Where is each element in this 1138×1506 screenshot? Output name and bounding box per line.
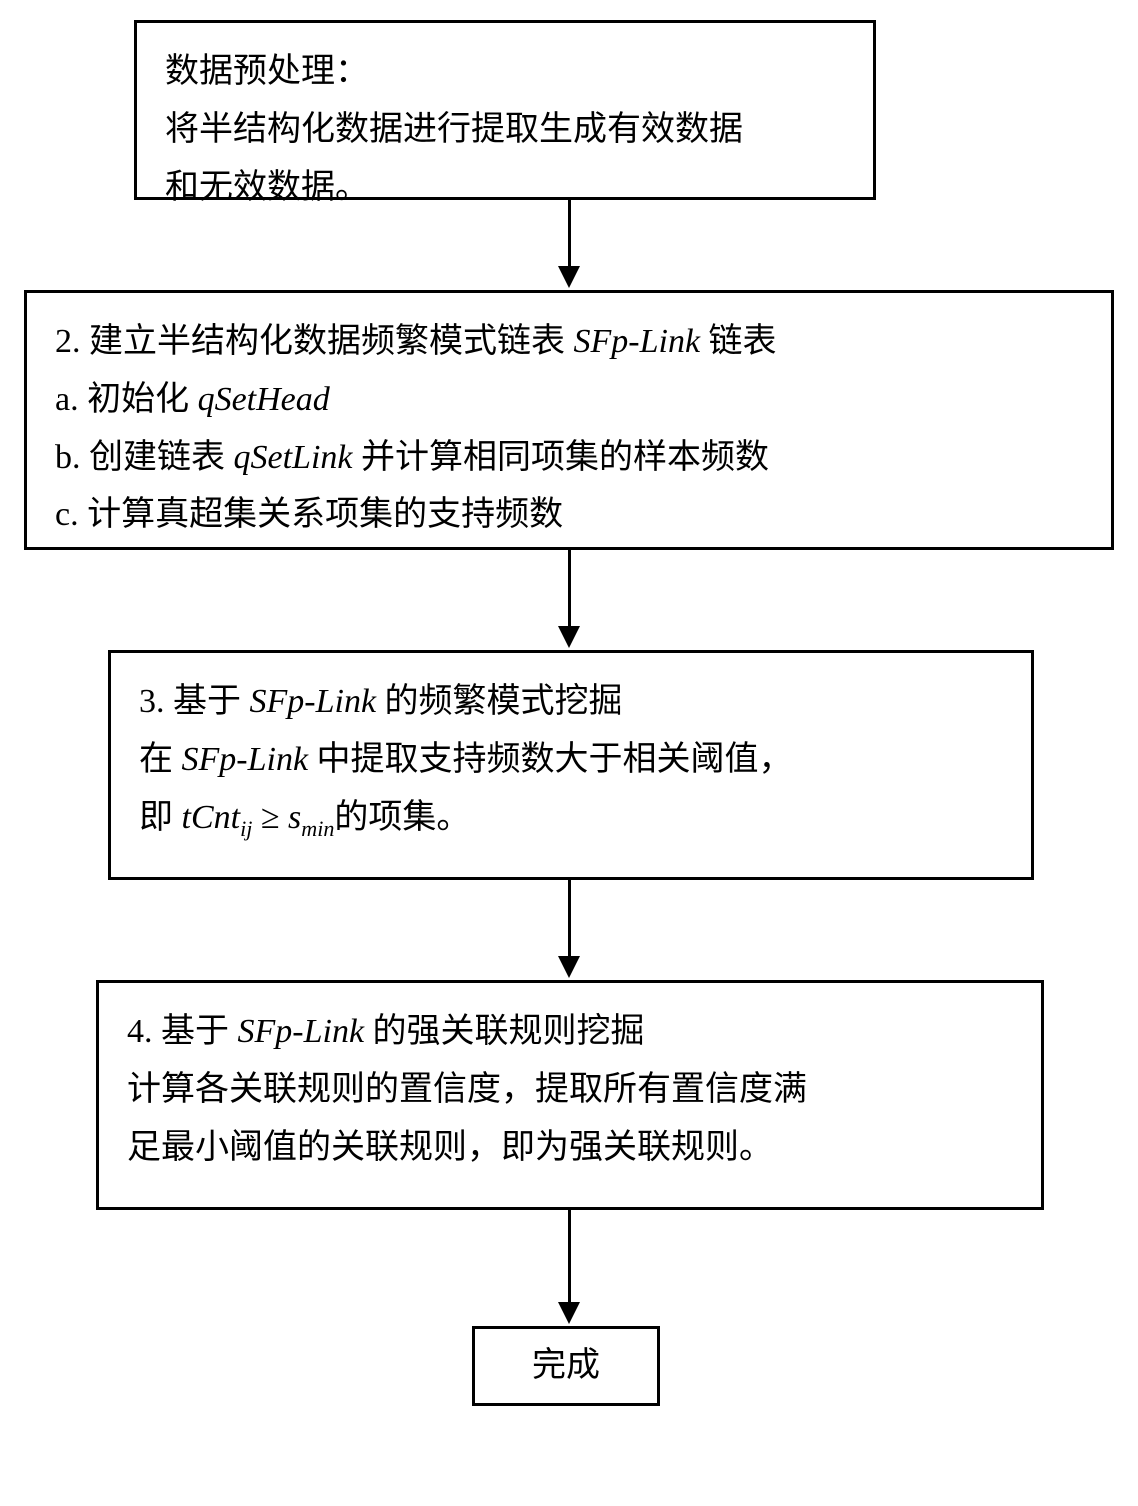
step3-box: 3. 基于 SFp-Link 的频繁模式挖掘 在 SFp-Link 中提取支持频…	[108, 650, 1034, 880]
step3-l1-pre: 3. 基于	[139, 683, 250, 720]
step1-line2: 将半结构化数据进行提取生成有效数据	[165, 101, 845, 159]
step2-l1-post: 链表	[700, 323, 777, 360]
step3-l3-pre: 即	[139, 799, 182, 836]
step2-l3-post: 并计算相同项集的样本频数	[352, 439, 769, 476]
step2-l3-pre: b. 创建链表	[55, 439, 234, 476]
step2-l1-italic: SFp-Link	[574, 323, 701, 360]
step3-l3-sub2: min	[301, 815, 334, 840]
step2-l2-pre: a. 初始化	[55, 381, 198, 418]
step4-l1-italic: SFp-Link	[238, 1013, 365, 1050]
step3-l3-mid: ≥	[252, 799, 288, 836]
step2-l2-italic: qSetHead	[198, 381, 330, 418]
step4-box: 4. 基于 SFp-Link 的强关联规则挖掘 计算各关联规则的置信度，提取所有…	[96, 980, 1044, 1210]
step2-line2: a. 初始化 qSetHead	[55, 371, 1083, 429]
arrow-2-line	[568, 550, 571, 626]
arrow-3-head-icon	[558, 956, 580, 978]
arrow-4-head-icon	[558, 1302, 580, 1324]
step1-box: 数据预处理： 将半结构化数据进行提取生成有效数据 和无效数据。	[134, 20, 876, 200]
step1-line3: 和无效数据。	[165, 159, 845, 217]
step4-line3: 足最小阈值的关联规则，即为强关联规则。	[127, 1119, 1013, 1177]
step3-l3-it2: s	[288, 799, 301, 836]
step3-line3: 即 tCntij ≥ smin的项集。	[139, 789, 1003, 847]
step3-line1: 3. 基于 SFp-Link 的频繁模式挖掘	[139, 673, 1003, 731]
step5-box: 完成	[472, 1326, 660, 1406]
step4-line1: 4. 基于 SFp-Link 的强关联规则挖掘	[127, 1003, 1013, 1061]
step2-line1: 2. 建立半结构化数据频繁模式链表 SFp-Link 链表	[55, 313, 1083, 371]
step5-line1: 完成	[532, 1349, 600, 1383]
step4-l1-pre: 4. 基于	[127, 1013, 238, 1050]
arrow-1-head-icon	[558, 266, 580, 288]
arrow-1-line	[568, 200, 571, 266]
step2-l3-italic: qSetLink	[234, 439, 353, 476]
step3-l1-italic: SFp-Link	[250, 683, 377, 720]
arrow-2-head-icon	[558, 626, 580, 648]
step3-l1-post: 的频繁模式挖掘	[376, 683, 623, 720]
step3-l3-sub1: ij	[240, 815, 252, 840]
step2-line3: b. 创建链表 qSetLink 并计算相同项集的样本频数	[55, 429, 1083, 487]
step4-line2: 计算各关联规则的置信度，提取所有置信度满	[127, 1061, 1013, 1119]
step3-l3-it1: tCnt	[182, 799, 241, 836]
arrow-3-line	[568, 880, 571, 956]
step3-l2-italic: SFp-Link	[182, 741, 309, 778]
step2-box: 2. 建立半结构化数据频繁模式链表 SFp-Link 链表 a. 初始化 qSe…	[24, 290, 1114, 550]
step2-line4: c. 计算真超集关系项集的支持频数	[55, 486, 1083, 544]
step3-l2-pre: 在	[139, 741, 182, 778]
step1-line1: 数据预处理：	[165, 43, 845, 101]
step2-l1-pre: 2. 建立半结构化数据频繁模式链表	[55, 323, 574, 360]
arrow-4-line	[568, 1210, 571, 1302]
step4-l1-post: 的强关联规则挖掘	[364, 1013, 645, 1050]
step3-l3-post: 的项集。	[334, 799, 470, 836]
step3-l2-post: 中提取支持频数大于相关阈值，	[308, 741, 793, 778]
step3-line2: 在 SFp-Link 中提取支持频数大于相关阈值，	[139, 731, 1003, 789]
